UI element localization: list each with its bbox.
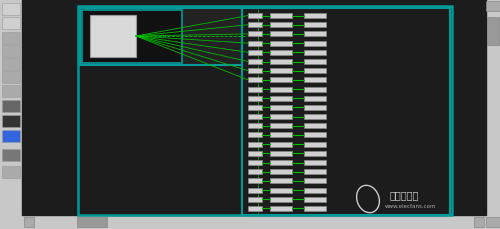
- Bar: [2, 18, 20, 30]
- Bar: [304, 14, 326, 19]
- Bar: [248, 105, 262, 110]
- Bar: [304, 60, 326, 65]
- Bar: [304, 41, 326, 46]
- Bar: [248, 69, 262, 74]
- Bar: [248, 206, 262, 211]
- Bar: [270, 60, 292, 65]
- Bar: [304, 197, 326, 202]
- Bar: [474, 217, 484, 227]
- Bar: [487, 18, 499, 46]
- Bar: [270, 133, 292, 138]
- Bar: [248, 142, 262, 147]
- Bar: [270, 23, 292, 28]
- Bar: [248, 114, 262, 120]
- Bar: [2, 86, 20, 98]
- Bar: [304, 51, 326, 56]
- Bar: [248, 179, 262, 184]
- Bar: [90, 16, 136, 58]
- Bar: [2, 46, 20, 58]
- Bar: [270, 69, 292, 74]
- Bar: [304, 96, 326, 101]
- Bar: [304, 169, 326, 174]
- Bar: [24, 217, 34, 227]
- Bar: [270, 179, 292, 184]
- Bar: [270, 151, 292, 156]
- Bar: [304, 133, 326, 138]
- Bar: [248, 51, 262, 56]
- Bar: [248, 197, 262, 202]
- Bar: [304, 188, 326, 193]
- Bar: [248, 96, 262, 101]
- Bar: [248, 151, 262, 156]
- Bar: [304, 206, 326, 211]
- Text: www.elecfans.com: www.elecfans.com: [385, 204, 436, 209]
- Bar: [2, 59, 20, 71]
- Bar: [304, 179, 326, 184]
- Bar: [270, 96, 292, 101]
- Bar: [248, 41, 262, 46]
- Bar: [270, 124, 292, 129]
- Bar: [2, 115, 20, 128]
- Bar: [270, 188, 292, 193]
- Bar: [82, 11, 182, 64]
- Bar: [270, 160, 292, 165]
- Bar: [80, 9, 242, 66]
- Bar: [270, 142, 292, 147]
- Bar: [270, 169, 292, 174]
- Bar: [2, 33, 20, 45]
- Bar: [248, 133, 262, 138]
- Bar: [304, 142, 326, 147]
- Bar: [270, 197, 292, 202]
- Bar: [486, 0, 500, 229]
- Bar: [304, 69, 326, 74]
- Bar: [77, 217, 107, 227]
- Bar: [248, 23, 262, 28]
- Bar: [2, 4, 20, 16]
- Bar: [270, 87, 292, 92]
- Bar: [304, 160, 326, 165]
- Bar: [270, 105, 292, 110]
- Bar: [248, 14, 262, 19]
- Bar: [304, 78, 326, 83]
- Bar: [304, 23, 326, 28]
- Bar: [248, 188, 262, 193]
- Bar: [2, 72, 20, 84]
- Bar: [304, 105, 326, 110]
- Bar: [270, 32, 292, 37]
- Bar: [248, 169, 262, 174]
- Bar: [486, 217, 500, 227]
- Bar: [2, 149, 20, 161]
- Bar: [22, 215, 486, 229]
- Bar: [270, 114, 292, 120]
- Bar: [78, 7, 452, 215]
- Bar: [270, 51, 292, 56]
- Bar: [304, 124, 326, 129]
- Bar: [270, 206, 292, 211]
- Bar: [248, 160, 262, 165]
- Bar: [486, 2, 500, 12]
- Bar: [248, 124, 262, 129]
- Bar: [248, 87, 262, 92]
- Bar: [304, 114, 326, 120]
- Text: 电子发烧友: 电子发烧友: [390, 189, 420, 199]
- Bar: [270, 14, 292, 19]
- Bar: [2, 101, 20, 112]
- Bar: [2, 131, 20, 142]
- Bar: [248, 60, 262, 65]
- Bar: [248, 32, 262, 37]
- Bar: [304, 87, 326, 92]
- Bar: [304, 32, 326, 37]
- Bar: [2, 166, 20, 178]
- Bar: [0, 0, 22, 229]
- Bar: [304, 151, 326, 156]
- Bar: [270, 78, 292, 83]
- Bar: [248, 78, 262, 83]
- Bar: [242, 9, 450, 215]
- Bar: [270, 41, 292, 46]
